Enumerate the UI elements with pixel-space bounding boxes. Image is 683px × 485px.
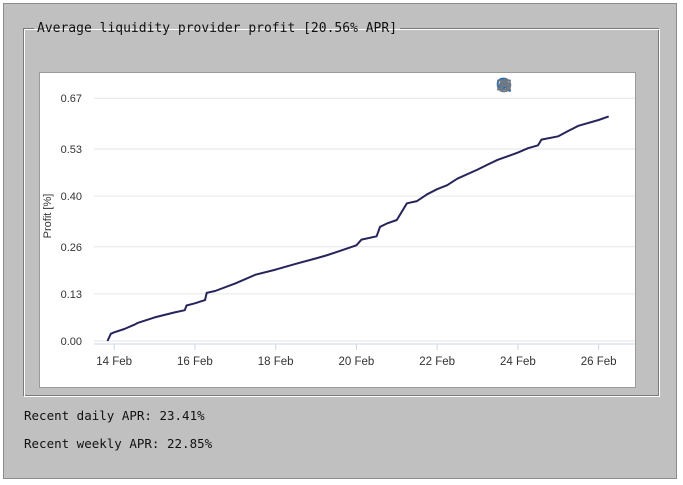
x-tick-label: 24 Feb xyxy=(500,356,536,368)
panel-title: Average liquidity provider profit [20.56… xyxy=(37,21,398,36)
app-window: Average liquidity provider profit [20.56… xyxy=(3,3,677,479)
y-tick-label: 0.40 xyxy=(61,191,82,203)
daily-apr-value: 23.41% xyxy=(159,408,205,423)
chart-toolbar xyxy=(496,77,631,97)
x-tick-label: 16 Feb xyxy=(177,356,213,368)
y-tick-label: 0.53 xyxy=(61,144,82,156)
x-tick-label: 26 Feb xyxy=(581,356,617,368)
pan-hand-icon[interactable] xyxy=(498,77,585,97)
y-tick-label: 0.67 xyxy=(61,93,82,105)
weekly-apr-value: 22.85% xyxy=(167,436,213,451)
zoom-out-icon[interactable] xyxy=(496,77,539,97)
x-tick-label: 18 Feb xyxy=(258,356,294,368)
profit-series-line xyxy=(106,115,610,342)
y-tick-label: 0.13 xyxy=(61,289,82,301)
profit-line-chart[interactable]: 0.00 0.13 0.26 0.40 0.53 0.67 14 Feb 16 Feb 18 F… xyxy=(40,73,635,387)
daily-apr-label: Recent daily APR: xyxy=(24,408,152,423)
y-tick-label: 0.00 xyxy=(61,336,82,348)
zoom-select-icon[interactable] xyxy=(496,77,562,97)
daily-apr-row: Recent daily APR: 23.41% xyxy=(24,408,205,423)
x-tick-label: 22 Feb xyxy=(419,356,455,368)
chart-container[interactable]: 0.00 0.13 0.26 0.40 0.53 0.67 14 Feb 16 Feb 18 F… xyxy=(39,72,636,388)
profit-panel: Average liquidity provider profit [20.56… xyxy=(23,21,660,397)
weekly-apr-row: Recent weekly APR: 22.85% xyxy=(24,436,212,451)
x-tick-label: 14 Feb xyxy=(96,356,132,368)
y-axis-title: Profit [%] xyxy=(42,194,54,239)
weekly-apr-label: Recent weekly APR: xyxy=(24,436,160,451)
home-reset-icon[interactable] xyxy=(497,77,608,97)
y-tick-label: 0.26 xyxy=(61,242,82,254)
menu-icon[interactable] xyxy=(497,77,631,97)
x-tick-label: 20 Feb xyxy=(339,356,375,368)
